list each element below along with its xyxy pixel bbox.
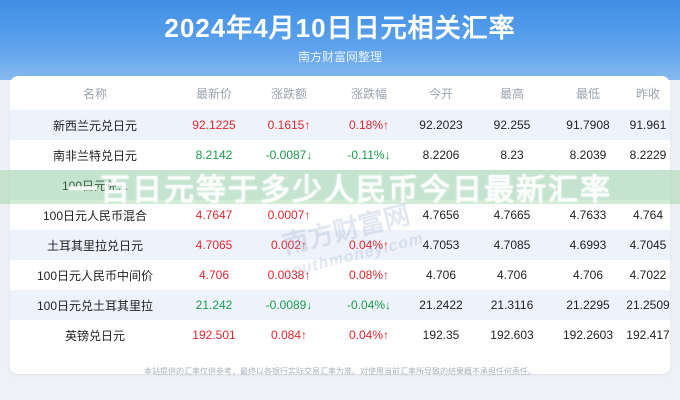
cell-change: 0.0007↑ <box>267 208 311 222</box>
page-subtitle: 南方财富网整理 <box>297 50 382 64</box>
cell-pct: 0.04%↑ <box>348 238 390 252</box>
cell-change: -0.0087↓ <box>265 148 313 162</box>
table-row[interactable]: 英镑兑日元 192.501 0.084↑ 0.04%↑ 192.35 192.6… <box>10 320 670 350</box>
cell-name: 100日元人民币中间价 <box>36 268 154 283</box>
cell-latest: 4.706 <box>198 268 230 282</box>
cell-high: 21.3116 <box>490 298 534 312</box>
cell-low: 91.7908 <box>566 118 610 132</box>
table-row[interactable]: 100日元人民币中间价 4.706 0.0038↑ 0.08%↑ 4.706 4… <box>10 260 670 290</box>
cell-prev: 4.7045 <box>629 238 667 252</box>
column-header-prev: 昨收 <box>635 86 660 101</box>
page-title: 2024年4月10日日元相关汇率 <box>164 13 516 43</box>
table-row[interactable]: 100日元人民币混合 4.7647 0.0007↑ 4.7656 4.7665 … <box>10 200 670 230</box>
cell-latest: 4.7065 <box>195 238 233 252</box>
column-header-name: 名称 <box>82 86 107 101</box>
cell-change: 0.0038↑ <box>267 268 311 282</box>
rates-table: 名称 最新价 涨跌额 涨跌幅 今开 最高 最低 昨收 新西兰元兑日元 92.12… <box>10 76 670 374</box>
cell-latest: 21.242 <box>195 298 233 312</box>
cell-name: 南非兰特兑日元 <box>52 148 137 163</box>
cell-prev: 4.764 <box>632 208 664 222</box>
cell-latest: 8.2142 <box>195 148 233 162</box>
cell-pct: 0.18%↑ <box>348 118 390 132</box>
cell-high: 8.23 <box>500 148 524 162</box>
table-row[interactable]: 新西兰元兑日元 92.1225 0.1615↑ 0.18%↑ 92.2023 9… <box>10 110 670 140</box>
cell-open: 21.2422 <box>419 298 463 312</box>
cell-open: 192.35 <box>422 328 460 342</box>
cell-pct: -0.04%↓ <box>346 298 392 312</box>
cell-pct: 0.04%↑ <box>348 328 390 342</box>
column-header-high: 最高 <box>499 86 524 101</box>
cell-low: 21.2295 <box>566 298 610 312</box>
table-row[interactable]: 土耳其里拉兑日元 4.7065 0.002↑ 0.04%↑ 4.7053 4.7… <box>10 230 670 260</box>
column-header-latest: 最新价 <box>195 86 232 101</box>
cell-low: 192.2603 <box>562 328 614 342</box>
cell-open: 92.2023 <box>419 118 463 132</box>
cell-pct: -0.11%↓ <box>347 148 391 162</box>
cell-change: 0.084↑ <box>270 328 308 342</box>
cell-high: 192.603 <box>490 328 534 342</box>
cell-low: 4.7633 <box>569 208 607 222</box>
disclaimer-footer: 本站提供的汇率仅供参考，最终以各银行实际交易汇率为准。对使用当前汇率所导致的结果… <box>144 367 536 376</box>
cell-change: 0.1615↑ <box>267 118 311 132</box>
cell-change: -0.0089↓ <box>265 298 313 312</box>
cell-open: 4.7656 <box>422 208 460 222</box>
cell-latest: 4.7647 <box>195 208 233 222</box>
table-row[interactable]: 100日元兑土耳其里拉 21.242 -0.0089↓ -0.04%↓ 21.2… <box>10 290 670 320</box>
cell-open: 8.2206 <box>422 148 460 162</box>
cell-pct: 0.08%↑ <box>348 268 390 282</box>
cell-name: 100日元人民币混合 <box>42 208 148 223</box>
column-header-change: 涨跌额 <box>270 86 307 101</box>
cell-high: 4.7085 <box>493 238 531 252</box>
header-banner: 2024年4月10日日元相关汇率 南方财富网整理 <box>0 0 680 80</box>
cell-latest: 92.1225 <box>192 118 236 132</box>
cell-low: 4.706 <box>572 268 604 282</box>
cell-name: 英镑兑日元 <box>64 328 125 343</box>
cell-open: 4.706 <box>425 268 457 282</box>
cell-name: 新西兰元兑日元 <box>52 118 137 133</box>
cell-prev: 21.2509 <box>626 298 670 312</box>
cell-high: 4.706 <box>496 268 528 282</box>
cell-high: 92.255 <box>493 118 531 132</box>
column-header-open: 今开 <box>428 86 453 101</box>
cell-prev: 4.7022 <box>629 268 667 282</box>
overlay-caption: 一百日元等于多少人民币今日最新汇率 <box>68 174 612 207</box>
cell-open: 4.7053 <box>422 238 460 252</box>
cell-name: 100日元兑土耳其里拉 <box>36 298 154 313</box>
cell-low: 8.2039 <box>569 148 607 162</box>
overlay-band <box>0 170 680 204</box>
cell-low: 4.6993 <box>569 238 607 252</box>
table-row[interactable]: 南非兰特兑日元 8.2142 -0.0087↓ -0.11%↓ 8.2206 8… <box>10 140 670 170</box>
cell-change: 0.002↑ <box>270 238 308 252</box>
cell-prev: 8.2229 <box>629 148 667 162</box>
column-header-low: 最低 <box>575 86 600 101</box>
cell-high: 4.7665 <box>493 208 531 222</box>
table-row[interactable]: 100日元兑... <box>10 170 670 200</box>
cell-prev: 91.961 <box>629 118 667 132</box>
cell-name: 土耳其里拉兑日元 <box>46 238 143 253</box>
cell-prev: 192.417 <box>626 328 670 342</box>
column-header-pct: 涨跌幅 <box>350 86 387 101</box>
cell-latest: 192.501 <box>192 328 236 342</box>
table-header: 名称 最新价 涨跌额 涨跌幅 今开 最高 最低 昨收 <box>10 80 670 106</box>
cell-name: 100日元兑... <box>61 178 129 193</box>
